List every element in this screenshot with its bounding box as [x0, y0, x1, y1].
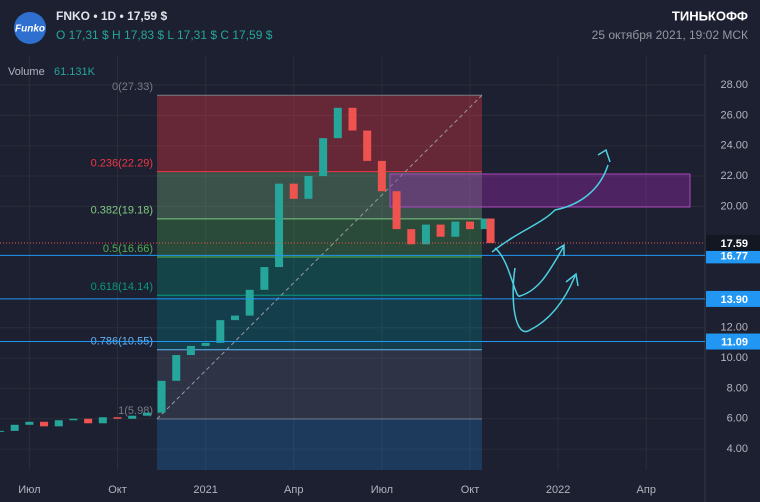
zone [389, 173, 691, 208]
symbol: FNKO • 1D • 17,59 $ [56, 9, 167, 23]
logo-circle [14, 12, 46, 44]
fib-band [157, 349, 482, 420]
price-tag-label: 13.90 [720, 294, 748, 306]
candle [260, 267, 269, 290]
candle [407, 229, 416, 245]
drawing [491, 148, 611, 253]
candle [392, 191, 401, 230]
logo: Funko [15, 24, 45, 35]
fib-band [157, 257, 482, 296]
candle [466, 221, 474, 230]
fib-band [157, 419, 482, 470]
candle [25, 421, 34, 425]
price-tag [706, 333, 760, 350]
price-tag-label: 17.59 [720, 238, 748, 250]
price-tag [706, 290, 760, 307]
price-tag-label: 16.77 [720, 250, 748, 262]
price-tag [706, 234, 760, 251]
datetime: 25 октября 2021, 19:02 МСК [592, 28, 748, 42]
price-tag-label: 11.09 [721, 336, 748, 348]
x-tick-label: Окт [108, 484, 127, 496]
candle [84, 418, 93, 424]
fib-label: 0.5(16.66) [103, 243, 153, 255]
fib-label: 0(27.33) [112, 81, 153, 93]
ohlc: O 17,31 $ H 17,83 $ L 17,31 $ C 17,59 $ [56, 28, 273, 42]
candle [201, 342, 210, 346]
candle [0, 430, 4, 432]
y-tick-label: 24.00 [720, 140, 748, 152]
candle [40, 421, 49, 427]
candle [436, 224, 445, 237]
x-tick-label: Апр [284, 484, 303, 496]
x-tick-label: Июл [18, 484, 40, 496]
candle [377, 160, 386, 192]
candle [113, 417, 122, 419]
x-tick-label: Окт [461, 484, 480, 496]
brand: ТИНЬКОФФ [672, 8, 748, 23]
fib-band [157, 218, 482, 258]
candle [451, 221, 460, 237]
x-tick-label: 2021 [193, 484, 217, 496]
drawing [512, 267, 579, 333]
drawing [494, 243, 565, 297]
candle [98, 417, 107, 424]
fib-label: 0.382(19.18) [91, 205, 153, 217]
y-tick-label: 28.00 [720, 79, 748, 91]
y-tick-label: 4.00 [727, 443, 748, 455]
x-tick-label: Июл [371, 484, 393, 496]
volume-value: 61.131K [54, 66, 96, 78]
volume-label: Volume [8, 66, 45, 78]
fib-label: 0.236(22.29) [91, 158, 153, 170]
y-tick-label: 8.00 [727, 382, 748, 394]
y-tick-label: 6.00 [727, 413, 748, 425]
candle [480, 218, 489, 230]
candle [216, 320, 225, 343]
candle [157, 380, 166, 413]
x-tick-label: Апр [637, 484, 656, 496]
y-tick-label: 12.00 [720, 322, 748, 334]
candle [231, 315, 239, 321]
candle [275, 183, 284, 268]
candle [319, 138, 328, 177]
candle [69, 418, 78, 421]
candle [363, 130, 372, 161]
y-tick-label: 22.00 [720, 170, 748, 182]
candle [289, 183, 298, 199]
candle [10, 424, 19, 431]
candle [186, 345, 195, 356]
candle [333, 107, 342, 139]
candle [486, 218, 495, 243]
candle [421, 224, 430, 245]
candle [245, 289, 254, 316]
candle [348, 107, 357, 131]
candle [128, 415, 137, 419]
candle [142, 412, 151, 416]
fib-band [157, 171, 482, 219]
fib-label: 0.618(14.14) [91, 281, 153, 293]
x-tick-label: 2022 [546, 484, 570, 496]
fib-band [157, 295, 482, 350]
y-tick-label: 20.00 [720, 200, 748, 212]
price-tag [706, 247, 760, 264]
candle [54, 420, 63, 427]
candle [304, 176, 313, 199]
candle [172, 355, 181, 381]
y-tick-label: 26.00 [720, 109, 748, 121]
y-tick-label: 10.00 [720, 352, 748, 364]
